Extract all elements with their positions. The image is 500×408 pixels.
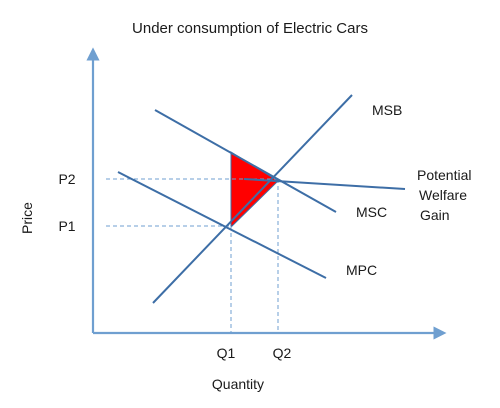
q1-label: Q1 [217,345,236,361]
welfare-gain-label-line2: Welfare [419,187,467,203]
welfare-gain-area [230,151,279,229]
x-axis-label: Quantity [212,376,264,392]
msc-label: MSC [356,204,387,220]
msb-curve [154,109,337,213]
diagram-title: Under consumption of Electric Cars [132,20,368,37]
welfare-gain-label-line1: Potential [417,167,471,183]
welfare-gain-pointer [243,178,406,190]
p1-label: P1 [58,218,75,234]
q2-label: Q2 [273,345,292,361]
msc-curve [152,94,353,304]
welfare-gain-label-line3: Gain [420,207,450,223]
msb-label: MSB [372,102,402,118]
mpc-curve [117,171,327,279]
mpc-label: MPC [346,262,377,278]
y-axis-label: Price [19,202,35,234]
p2-label: P2 [58,171,75,187]
